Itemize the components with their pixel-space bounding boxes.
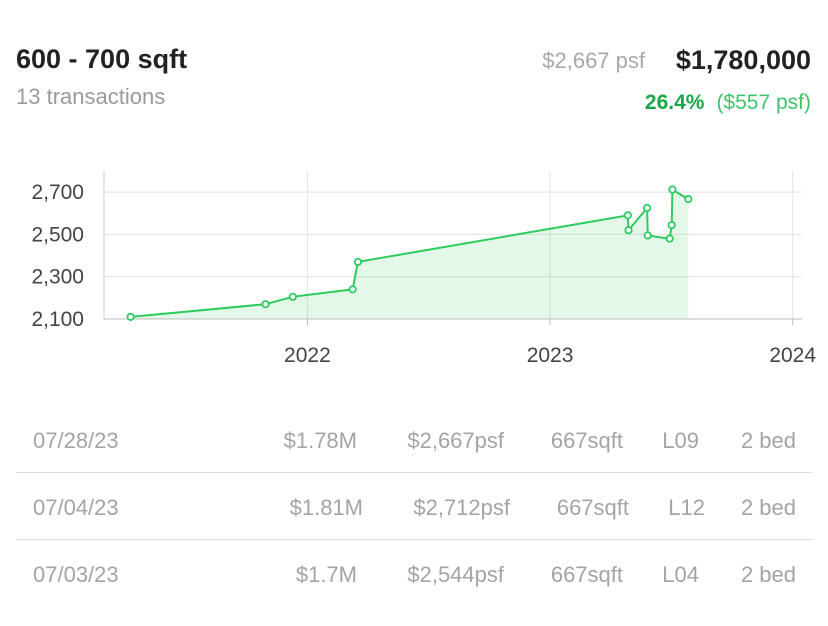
transaction-sqft: 667sqft xyxy=(556,495,629,520)
price-per-sqft: $2,667 psf xyxy=(542,48,645,73)
x-tick-label: 2022 xyxy=(284,344,331,367)
data-point xyxy=(353,257,363,267)
transaction-bedrooms: 2 bed xyxy=(740,495,796,520)
transaction-date: 07/04/23 xyxy=(33,495,119,520)
transaction-price: $1.81M xyxy=(289,495,363,520)
size-range-title: 600 - 700 sqft xyxy=(16,44,188,74)
price-chart[interactable]: 2,100 2,300 2,500 2,700 2022 2023 2024 xyxy=(0,165,828,380)
x-tick-label: 2024 xyxy=(769,344,816,367)
table-row[interactable]: 07/03/23 $1.7M $2,544psf 667sqft L04 2 b… xyxy=(16,540,812,606)
transaction-psf: $2,712psf xyxy=(413,495,510,520)
data-point xyxy=(684,195,693,204)
data-point xyxy=(668,185,677,194)
price-area xyxy=(130,189,689,319)
data-point xyxy=(288,292,297,301)
x-tick-label: 2023 xyxy=(527,344,574,367)
transaction-price: $1.78M xyxy=(283,428,357,453)
transaction-count: 13 transactions xyxy=(16,84,166,109)
transaction-price: $1.7M xyxy=(295,562,357,587)
transaction-level: L12 xyxy=(668,495,705,520)
transaction-sqft: 667sqft xyxy=(550,562,623,587)
data-point xyxy=(348,285,357,294)
table-row[interactable]: 07/04/23 $1.81M $2,712psf 667sqft L12 2 … xyxy=(16,473,812,540)
transaction-psf: $2,667psf xyxy=(407,428,504,453)
table-row[interactable]: 07/28/23 $1.78M $2,667psf 667sqft L09 2 … xyxy=(16,406,812,473)
y-tick-label: 2,700 xyxy=(31,181,84,204)
y-tick-label: 2,500 xyxy=(31,223,84,246)
data-point xyxy=(623,211,632,220)
latest-price: $1,780,000 xyxy=(675,45,811,75)
transaction-level: L09 xyxy=(662,428,699,453)
data-point xyxy=(624,226,633,235)
transaction-bedrooms: 2 bed xyxy=(740,562,796,587)
y-tick-label: 2,100 xyxy=(31,308,84,331)
transaction-psf: $2,544psf xyxy=(407,562,504,587)
change-psf: ($557 psf) xyxy=(716,91,811,114)
data-point xyxy=(643,231,652,240)
transaction-sqft: 667sqft xyxy=(550,428,623,453)
transaction-level: L04 xyxy=(662,562,699,587)
transaction-date: 07/03/23 xyxy=(33,562,119,587)
y-tick-label: 2,300 xyxy=(31,266,84,289)
data-point xyxy=(665,234,674,243)
data-point xyxy=(667,221,676,230)
data-point xyxy=(261,300,270,309)
data-point xyxy=(643,203,652,213)
transaction-date: 07/28/23 xyxy=(33,428,119,453)
change-percent: 26.4% xyxy=(644,91,705,114)
data-point xyxy=(126,312,135,321)
transaction-bedrooms: 2 bed xyxy=(740,428,796,453)
price-change: 26.4% ($557 psf) xyxy=(645,91,811,115)
